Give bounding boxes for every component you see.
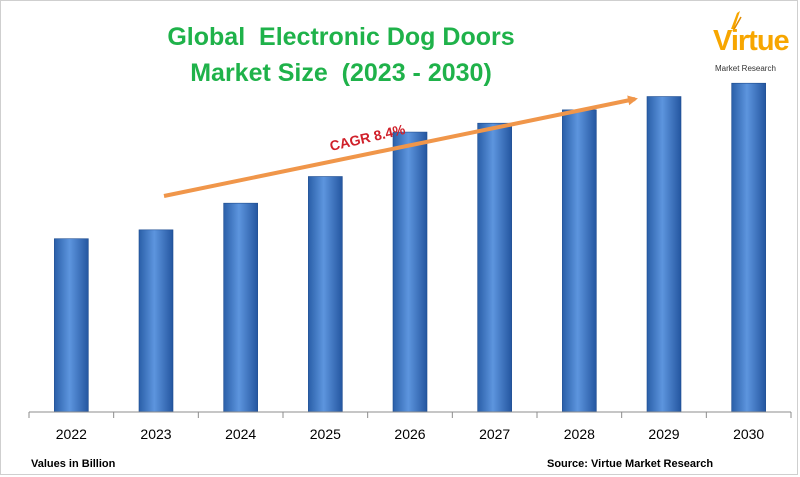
x-tick-label-2027: 2027 xyxy=(479,426,510,442)
bar-2023 xyxy=(138,229,174,413)
chart-title-line-1: Global Electronic Dog Doors xyxy=(167,23,515,51)
units-note: Values in Billion xyxy=(31,458,116,470)
x-tick-label-2025: 2025 xyxy=(310,426,341,442)
cagr-arrow xyxy=(163,95,638,198)
virtue-logo: Virtue Market Research xyxy=(703,7,793,87)
bar-2027 xyxy=(477,122,512,413)
bars-layer xyxy=(54,82,766,413)
bar-2026 xyxy=(392,131,428,413)
x-tick-label-2026: 2026 xyxy=(394,426,425,442)
logo-brand-text: Virtue xyxy=(713,25,790,57)
bar-2028 xyxy=(562,109,597,413)
x-tick-label-2023: 2023 xyxy=(140,426,171,442)
bar-2030 xyxy=(731,82,766,413)
x-tick-label-2022: 2022 xyxy=(56,426,87,442)
bar-2022 xyxy=(54,238,89,413)
x-tick-label-2028: 2028 xyxy=(564,426,595,442)
bar-2029 xyxy=(646,96,682,413)
bar-2025 xyxy=(308,176,343,413)
x-tick-label-2029: 2029 xyxy=(648,426,679,442)
x-tick-marks xyxy=(28,412,792,418)
logo-tagline: Market Research xyxy=(715,64,776,73)
chart-title-line-2: Market Size (2023 - 2030) xyxy=(190,59,492,87)
x-tick-label-2024: 2024 xyxy=(225,426,256,442)
x-tick-label-2030: 2030 xyxy=(733,426,764,442)
logo-swoosh-icon xyxy=(731,11,742,32)
bar-2024 xyxy=(223,202,258,413)
x-tick-labels: 2022 2023 2024 2025 2026 2027 2028 2029 2030 xyxy=(56,426,765,442)
source-note: Source: Virtue Market Research xyxy=(547,458,714,470)
